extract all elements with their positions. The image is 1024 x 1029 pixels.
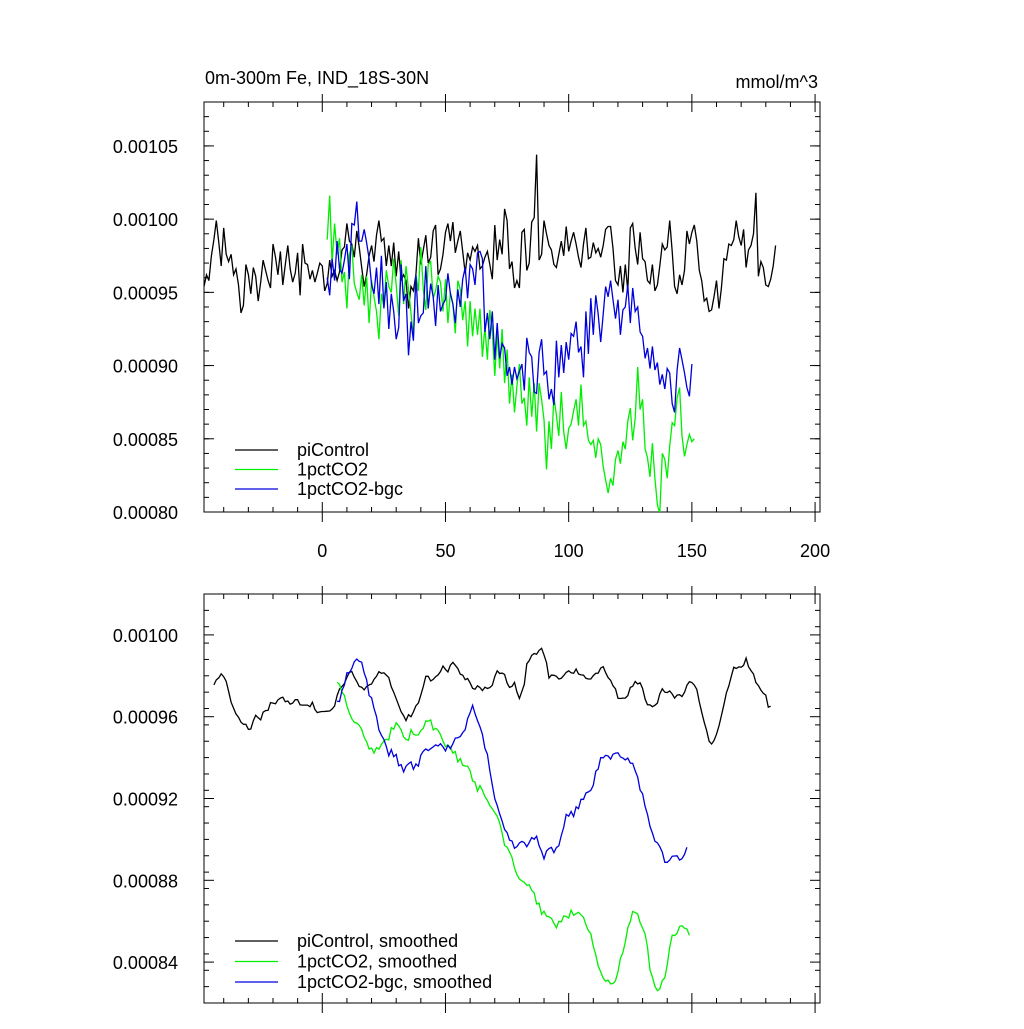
- legend-label: 1pctCO2-bgc: [297, 479, 403, 499]
- y-tick-label: 0.00105: [113, 137, 178, 157]
- y-tick-label: 0.00096: [113, 708, 178, 728]
- y-tick-label: 0.00088: [113, 871, 178, 891]
- legend-label: 1pctCO2-bgc, smoothed: [297, 972, 492, 992]
- legend-label: piControl, smoothed: [297, 931, 458, 951]
- x-tick-label: 100: [554, 541, 584, 561]
- series-line-0: [204, 154, 777, 314]
- x-tick-label: 150: [677, 541, 707, 561]
- x-tick-label: 0: [317, 541, 327, 561]
- legend-label: piControl: [297, 440, 369, 460]
- series-line-1: [326, 195, 695, 512]
- smoothed-line-2: [337, 658, 688, 863]
- y-tick-label: 0.00100: [113, 210, 178, 230]
- top-panel: 0 50 100 150 200 0.00080 0.00085 0.00090 0.00095…: [113, 94, 830, 561]
- y-tick-label: 0.00085: [113, 430, 178, 450]
- chart-title: 0m-300m Fe, IND_18S-30N: [205, 68, 429, 89]
- smoothed-line-0: [213, 647, 771, 746]
- y-tick-label: 0.00095: [113, 283, 178, 303]
- x-tick-label: 50: [435, 541, 455, 561]
- bottom-panel: 0.00084 0.00088 0.00092 0.00096 0.00100 piCon…: [113, 586, 821, 1013]
- x-tick-label: 200: [800, 541, 830, 561]
- y-tick-label: 0.00084: [113, 953, 178, 973]
- smoothed-line-1: [336, 681, 691, 992]
- series-line-2: [326, 201, 693, 413]
- y-tick-label: 0.00092: [113, 790, 178, 810]
- y-tick-label: 0.00100: [113, 626, 178, 646]
- y-tick-label: 0.00090: [113, 357, 178, 377]
- legend-label: 1pctCO2, smoothed: [297, 952, 457, 972]
- y-tick-label: 0.00080: [113, 503, 178, 523]
- units-label: mmol/m^3: [736, 72, 818, 92]
- legend-label: 1pctCO2: [297, 460, 368, 480]
